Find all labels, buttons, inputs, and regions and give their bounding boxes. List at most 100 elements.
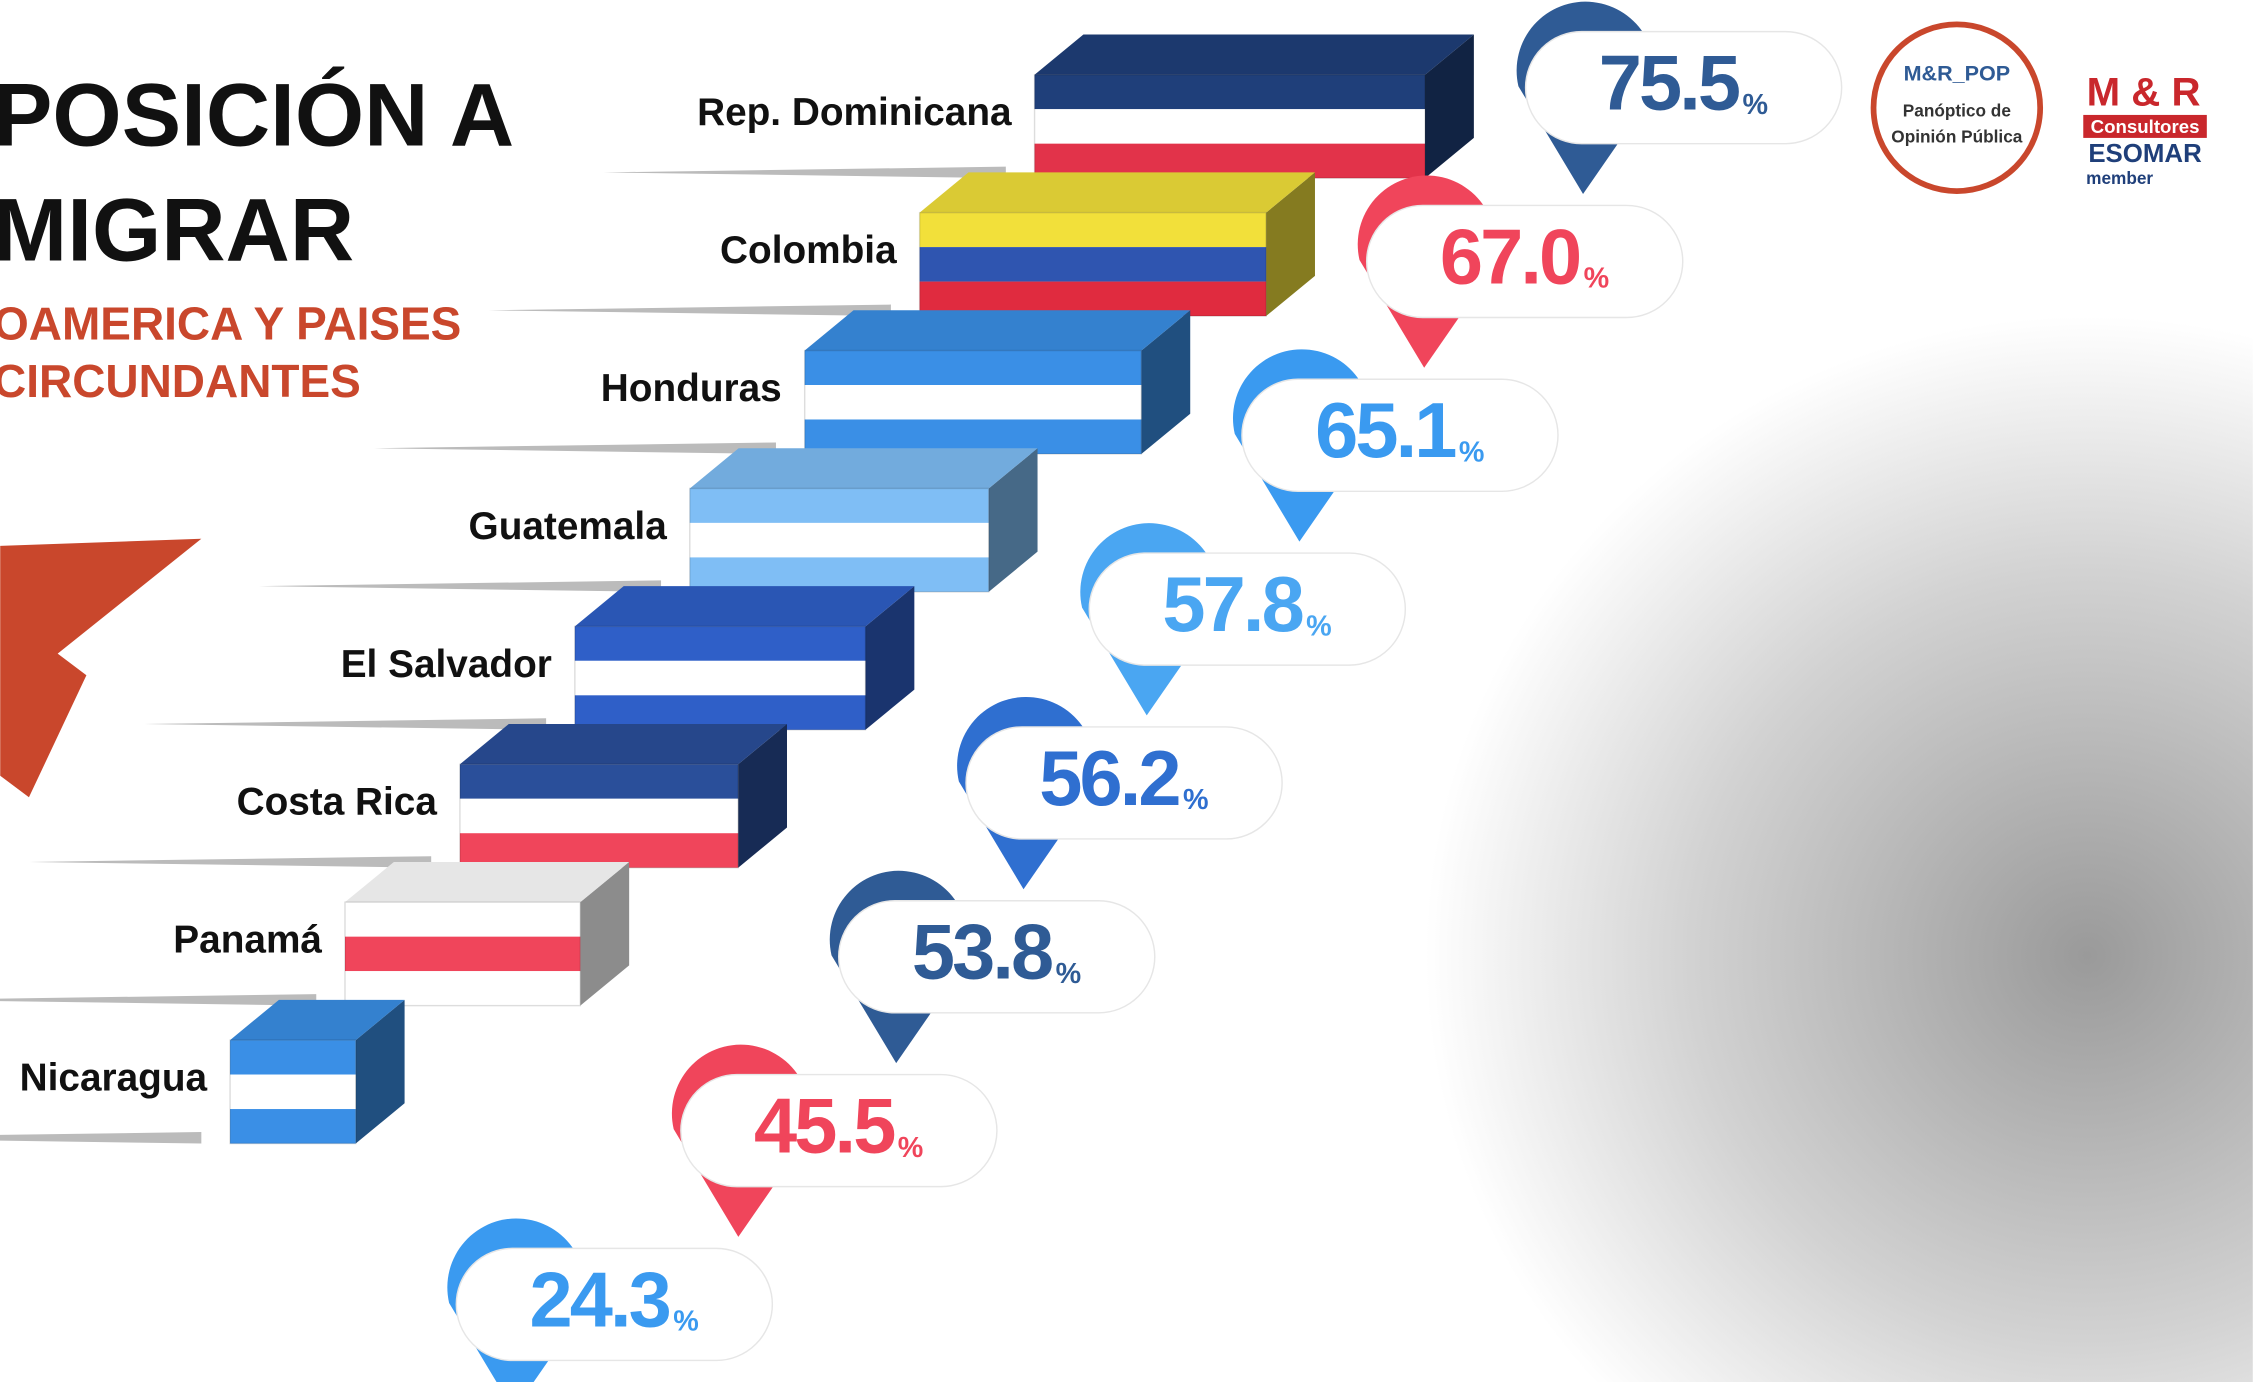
logo-text: M & R	[2087, 69, 2201, 114]
title-line: MIGRAR	[0, 180, 354, 280]
label-shadow	[488, 304, 891, 317]
value-unit: %	[1183, 784, 1209, 816]
flag-block	[918, 172, 1315, 317]
value-label: 24.3	[529, 1257, 669, 1343]
block-side	[1266, 172, 1315, 317]
value-unit: %	[1459, 437, 1485, 469]
value-pill	[680, 1073, 998, 1188]
value-pill	[1365, 204, 1684, 319]
flag-stripe	[459, 798, 739, 834]
country-label: Costa Rica	[237, 781, 438, 824]
block-top	[574, 586, 915, 627]
logo-text: ESOMAR	[2088, 140, 2202, 168]
flag-block	[229, 999, 405, 1145]
value-label: 67.0	[1440, 214, 1579, 300]
flag-stripe	[919, 212, 1267, 248]
value-unit: %	[673, 1306, 699, 1338]
flag-stripe	[459, 764, 739, 799]
value-label: 65.1	[1315, 388, 1455, 474]
logo-text: Consultores	[2091, 116, 2200, 137]
flag-stripe	[689, 488, 989, 523]
block-top	[919, 172, 1315, 213]
block-top	[1034, 34, 1474, 75]
value-unit: %	[1056, 958, 1082, 990]
value-pill	[1241, 378, 1559, 493]
value-label: 45.5	[754, 1084, 894, 1170]
country-label: Guatemala	[469, 505, 668, 548]
country-label: Colombia	[720, 229, 897, 272]
label-shadow	[373, 442, 776, 454]
flag-stripe	[230, 1109, 356, 1144]
block-outline	[344, 901, 582, 1007]
block-side	[355, 999, 405, 1144]
flag-block	[344, 861, 630, 1007]
label-shadow	[0, 994, 317, 1006]
label-shadow	[603, 166, 1006, 179]
logo-text: M&R_POP	[1904, 61, 2010, 85]
country-label: Panamá	[173, 919, 322, 962]
flag-block	[689, 448, 1038, 593]
block-side	[580, 861, 630, 1006]
flag-stripe	[344, 936, 581, 972]
flag-stripe	[1034, 74, 1426, 110]
flag-stripe	[689, 522, 989, 558]
block-outline	[229, 1039, 357, 1145]
flag-stripe	[919, 247, 1267, 282]
label-shadow	[143, 718, 547, 730]
block-top	[689, 448, 1038, 489]
flag-block	[459, 724, 788, 869]
value-pill	[1524, 30, 1843, 145]
subtitle-line: OAMERICA Y PAISES	[0, 298, 461, 350]
block-side	[988, 448, 1038, 592]
block-top	[230, 999, 405, 1041]
label-shadow	[28, 856, 432, 868]
value-pill	[1088, 552, 1407, 666]
flag-stripe	[230, 1074, 356, 1110]
flag-block	[1033, 34, 1474, 179]
flag-stripe	[574, 660, 866, 696]
country-label: Rep. Dominicana	[697, 91, 1012, 134]
value-label: 53.8	[912, 910, 1052, 996]
country-label: El Salvador	[341, 643, 552, 686]
flag-stripe	[804, 385, 1142, 420]
block-top	[344, 861, 630, 903]
value-label: 56.2	[1039, 736, 1179, 822]
title-line: POSICIÓN A	[0, 65, 514, 165]
flag-stripe	[574, 626, 866, 661]
logo-band	[2083, 114, 2207, 138]
logo-text: Opinión Pública	[1891, 126, 2022, 146]
value-pill	[455, 1247, 774, 1362]
value-unit: %	[1306, 610, 1332, 642]
value-pill	[965, 726, 1283, 840]
block-side	[865, 586, 915, 730]
block-side	[738, 724, 788, 868]
photo-background	[1149, 316, 2253, 1382]
country-label: Nicaragua	[20, 1057, 208, 1100]
flag-stripe	[804, 350, 1142, 386]
block-top	[804, 310, 1191, 351]
logo-text: member	[2086, 168, 2153, 188]
flag-stripe	[1034, 109, 1426, 144]
label-shadow	[258, 580, 662, 592]
country-label: Honduras	[601, 367, 782, 410]
value-pill	[838, 900, 1156, 1014]
flag-stripe	[230, 1040, 356, 1075]
flag-block	[574, 586, 915, 731]
label-shadow	[0, 1132, 202, 1144]
value-label: 75.5	[1599, 41, 1739, 127]
value-unit: %	[898, 1132, 924, 1164]
block-side	[1425, 34, 1474, 179]
flag-block	[803, 310, 1191, 455]
block-top	[459, 724, 788, 765]
value-unit: %	[1743, 89, 1769, 121]
plane-icon	[0, 538, 202, 798]
logo-text: Panóptico de	[1903, 101, 2011, 121]
block-side	[1141, 310, 1191, 454]
flag-stripe	[344, 902, 581, 937]
value-label: 57.8	[1162, 562, 1302, 648]
subtitle-line: CIRCUNDANTES	[0, 355, 361, 407]
value-unit: %	[1584, 263, 1610, 295]
flag-stripe	[1034, 143, 1426, 179]
logo-badge	[1870, 21, 2044, 194]
